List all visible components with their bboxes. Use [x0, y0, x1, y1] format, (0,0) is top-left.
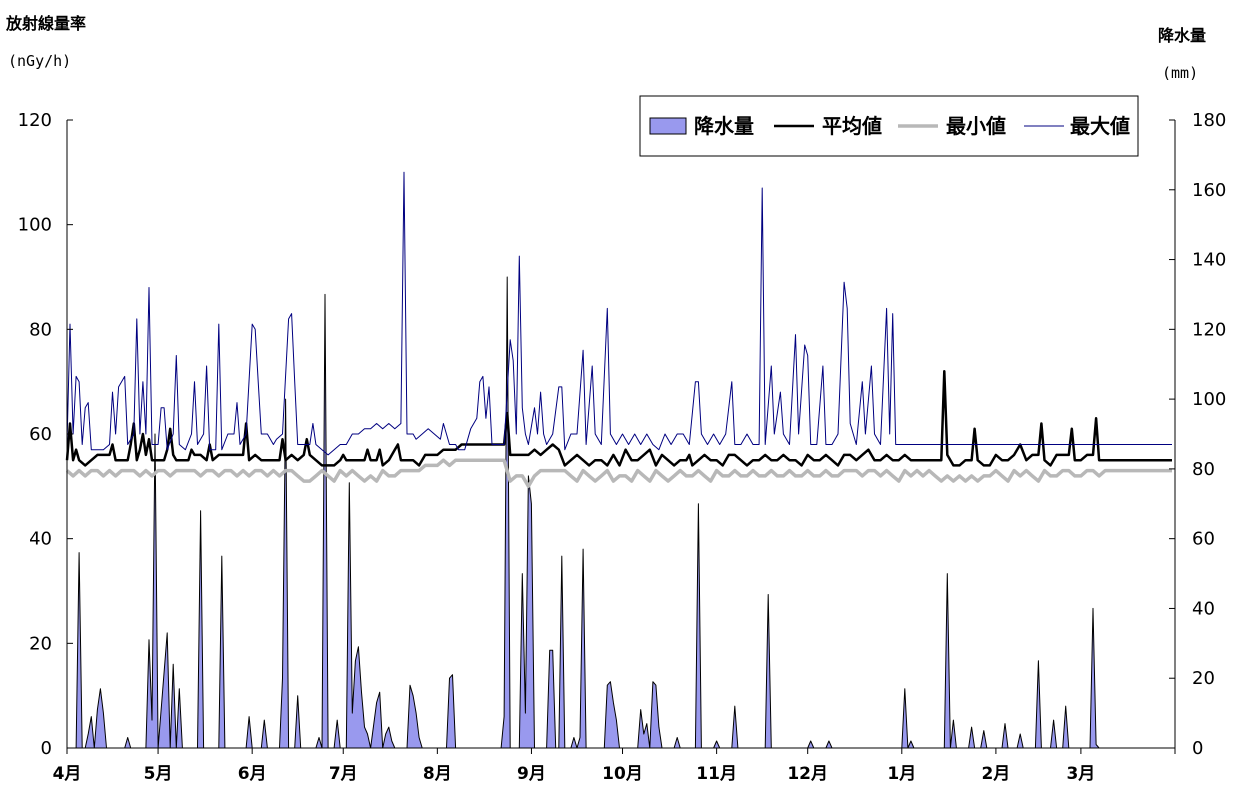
right-tick-label: 80 — [1192, 459, 1215, 480]
legend-label-maximum: 最大値 — [1070, 114, 1130, 138]
right-tick-label: 140 — [1192, 250, 1226, 271]
right-tick-label: 60 — [1192, 529, 1215, 550]
series-minimum-line — [65, 458, 1172, 489]
series-precipitation-area — [75, 276, 1100, 749]
right-tick-label: 40 — [1192, 598, 1215, 619]
x-tick-label: 10月 — [602, 764, 643, 784]
right-tick-label: 0 — [1192, 738, 1203, 759]
x-tick-label: 3月 — [1066, 764, 1095, 784]
legend-swatch-precipitation — [649, 117, 687, 135]
x-tick-label: 4月 — [53, 764, 82, 784]
right-axis-title: 降水量 — [1158, 26, 1207, 45]
x-tick-label: 12月 — [787, 764, 828, 784]
x-tick-label: 5月 — [144, 764, 173, 784]
right-tick-label: 100 — [1192, 389, 1226, 410]
x-tick-label: 6月 — [238, 764, 267, 784]
series-average-line — [65, 369, 1172, 467]
legend-label-precipitation: 降水量 — [694, 114, 754, 138]
x-tick-label: 7月 — [329, 764, 358, 784]
x-tick-label: 9月 — [517, 764, 546, 784]
left-tick-label: 80 — [29, 319, 52, 340]
right-axis-unit: (mm) — [1162, 64, 1199, 82]
x-tick-label: 11月 — [696, 764, 737, 784]
left-axis-title: 放射線量率 — [6, 14, 87, 33]
right-tick-label: 20 — [1192, 668, 1215, 689]
right-tick-label: 180 — [1192, 110, 1226, 131]
left-tick-label: 0 — [41, 738, 52, 759]
left-tick-label: 60 — [29, 424, 52, 445]
x-tick-label: 8月 — [423, 764, 452, 784]
left-tick-label: 120 — [18, 110, 52, 131]
legend-label-average: 平均値 — [822, 114, 882, 138]
left-tick-label: 20 — [29, 633, 52, 654]
right-tick-label: 160 — [1192, 180, 1226, 201]
right-tick-label: 120 — [1192, 319, 1226, 340]
x-tick-label: 2月 — [981, 764, 1010, 784]
left-tick-label: 100 — [18, 215, 52, 236]
x-tick-label: 1月 — [887, 764, 916, 784]
left-tick-label: 40 — [29, 529, 52, 550]
left-axis-unit: (nGy/h) — [8, 52, 72, 70]
legend-label-minimum: 最小値 — [946, 114, 1006, 138]
series-maximum-line — [66, 171, 1172, 456]
